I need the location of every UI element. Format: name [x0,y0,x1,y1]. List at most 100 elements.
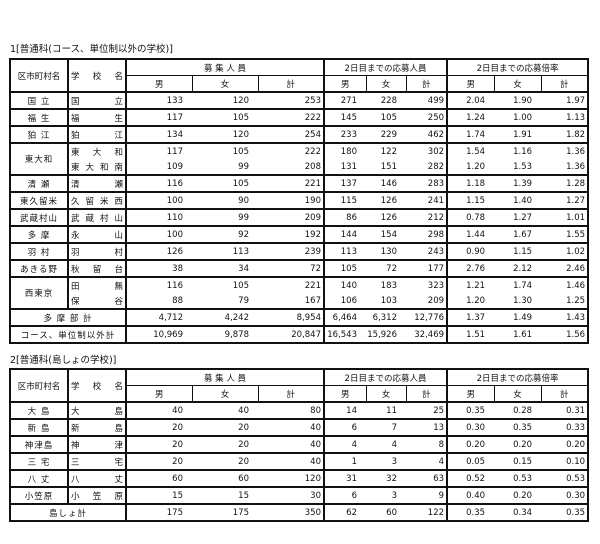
male-header: 男 [125,75,193,93]
applicants-female-cell: 183 [366,276,406,293]
applicants-female-cell: 151 [380,161,397,172]
recruit-male-cell: 40 [126,401,192,419]
recruit-male-cell: 126 [126,242,192,260]
header-row: 区市町村名学 校 名募 集 人 員 2日目までの応募人員 2日目までの応募倍率 [9,58,590,93]
school-name-cell: 永山 [68,225,127,243]
recruit-female-cell: 105 [192,276,258,293]
district-cell: 東久留米 [10,191,69,209]
applicants-female-cell: 105 [366,108,406,126]
ratio-male-cell: 1.51 [447,325,495,343]
school-name-cell: 羽村 [68,242,127,260]
ratio-male-cell: 0.05 [447,452,495,470]
school-name-cell: 神津 [68,435,127,453]
ratio-male-cell: 1.20 [466,161,486,172]
recruit-total-cell: 209 [258,208,325,226]
recruit-male-cell: 117 [126,108,192,126]
recruit-male-cell: 20 [126,452,192,470]
ratio-female-cell: 1.16 [494,142,542,159]
applicants-male-cell: 86 [324,208,366,226]
district-cell: 羽 村 [10,242,69,260]
recruit-male-cell: 100 [126,191,192,209]
recruit-header: 募 集 人 員 [125,58,325,76]
total-row: 多 摩 部 計 4,712 4,242 8,954 6,464 6,312 12,776 1.… [10,308,590,326]
ratio-female-cell: 1.27 [494,208,542,226]
table2-title: 2[普通科(島しょの学校)] [10,355,117,366]
table1-title: 1[普通科(コース、単位制以外の学校)] [10,44,173,55]
recruit-total-cell: 30 [258,486,325,504]
ratio-total-cell: 1.36 [541,159,590,175]
recruit-male-cell: 109 [166,161,183,172]
table-row: 国 立国立 133 120 253 271 228 499 2.04 1.90 1.97 [10,91,590,109]
recruit-female-cell: 120 [192,91,258,109]
applicants-total-cell: 4 [406,452,449,470]
ratio-male-cell: 0.20 [447,435,495,453]
table-row: 福 生福生 117 105 222 145 105 250 1.24 1.00 1.13 [10,108,590,126]
applicants-total-cell: 8 [406,435,449,453]
applicants-female-cell: 72 [366,259,406,277]
ratio-female-cell: 1.74 [494,276,542,293]
ratio-female-cell: 0.53 [494,469,542,487]
recruit-male-cell: 20 [126,418,192,436]
applicants-female-cell: 60 [366,503,406,521]
applicants-female-cell: 11 [366,401,406,419]
ratio-total-cell: 2.46 [541,259,590,277]
applicants-total-cell: 243 [406,242,449,260]
applicants-male-cell: 144 [324,225,366,243]
applicants-male-cell: 16,543 [324,325,366,343]
recruit-total-cell: 190 [258,191,325,209]
ratio-total-cell: 1.01 [541,208,590,226]
recruit-total-cell: 221 [258,174,325,192]
district-cell: 小笠原 [10,486,69,504]
school-name-cell: 大島 [68,401,127,419]
applicants-male-cell: 62 [324,503,366,521]
applicants-total-cell: 241 [406,191,449,209]
applicants-male-cell: 113 [324,242,366,260]
school-name-cell: 武蔵村山 [68,208,127,226]
table1-general-course: 区市町村名学 校 名募 集 人 員 2日目までの応募人員 2日目までの応募倍率男 女計… [9,58,590,344]
recruit-total-cell: 253 [258,91,325,109]
female-header: 女 [365,385,407,403]
recruit-male-cell: 88 [172,295,183,306]
applicants-total-cell: 122 [406,503,449,521]
female-header: 女 [365,75,407,93]
ratio-male-cell: 1.44 [447,225,495,243]
school-name-cell: 清瀬 [68,174,127,192]
applicants-total-cell: 209 [406,293,449,309]
recruit-male-cell: 4,712 [126,308,192,326]
ratio-male-cell: 0.78 [447,208,495,226]
applicants-female-cell: 4 [366,435,406,453]
applicants-female-cell: 146 [366,174,406,192]
school-name-cell: 八丈 [68,469,127,487]
recruit-male-cell: 110 [126,208,192,226]
applicants-male-cell: 31 [324,469,366,487]
applicants-female-cell: 7 [366,418,406,436]
ratio-total-cell: 0.33 [541,418,590,436]
recruit-male-cell: 60 [126,469,192,487]
recruit-female-cell: 90 [192,191,258,209]
applicants-female-cell: 154 [366,225,406,243]
ratio-male-cell: 2.04 [447,91,495,109]
applicants-female-cell: 122 [366,142,406,159]
applicants-male-cell: 233 [324,125,366,143]
ratio-female-cell: 2.12 [494,259,542,277]
school-name-cell: 狛江 [68,125,127,143]
ratio-total-cell: 0.31 [541,401,590,419]
ratio-female-cell: 0.20 [494,435,542,453]
recruit-total-cell: 80 [258,401,325,419]
applicants-total-cell: 323 [406,276,449,293]
applicants-male-cell: 6 [324,486,366,504]
recruit-total-cell: 222 [258,142,325,159]
ratio-male-cell: 0.35 [447,401,495,419]
total-header: 計 [405,75,449,93]
ratio-female-cell: 1.00 [494,108,542,126]
district-header: 区市町村名 [9,58,69,93]
ratio-female-cell: 1.90 [494,91,542,109]
school-name-cell: 福生 [68,108,127,126]
district-cell: 国 立 [10,91,69,109]
ratio-female-cell: 1.40 [494,191,542,209]
ratio-total-cell: 0.20 [541,435,590,453]
recruit-header: 募 集 人 員 [125,368,325,386]
recruit-total-cell: 120 [258,469,325,487]
table-row: 保谷 88 79 167 106 103 209 1.20 1.30 1.25 [10,293,590,309]
applicants-total-cell: 302 [406,142,449,159]
